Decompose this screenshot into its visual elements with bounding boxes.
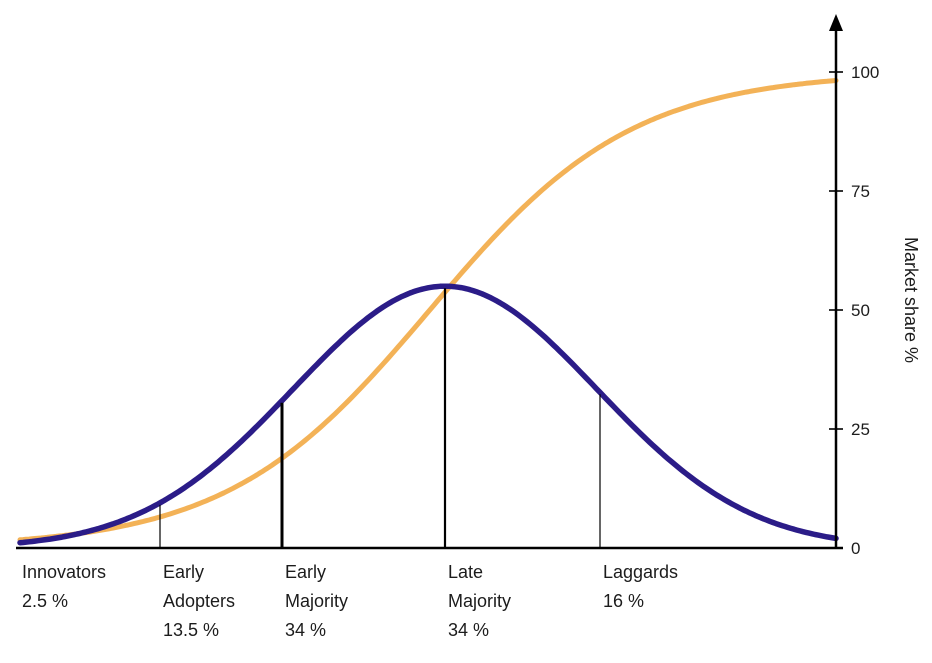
- segment-name-line: Majority: [285, 591, 349, 611]
- segment-name-line: Majority: [448, 591, 512, 611]
- y-tick-label: 25: [851, 420, 870, 439]
- segment-share: 13.5 %: [163, 620, 220, 640]
- segment-label-innovators: Innovators 2.5 %: [22, 558, 106, 616]
- y-axis-arrow-icon: [829, 14, 843, 31]
- segment-label-laggards: Laggards 16 %: [603, 558, 678, 616]
- segment-share: 16 %: [603, 591, 645, 611]
- y-tick-label: 100: [851, 63, 879, 82]
- segment-name-line: Early: [285, 562, 327, 582]
- segment-name-line: Laggards: [603, 562, 679, 582]
- segment-label-late-majority: Late Majority 34 %: [448, 558, 511, 645]
- s-curve-cumulative-market-share: [17, 78, 839, 543]
- segment-name-line: Late: [448, 562, 484, 582]
- segment-share: 2.5 %: [22, 591, 69, 611]
- y-tick-label: 50: [851, 301, 870, 320]
- y-tick-label: 75: [851, 182, 870, 201]
- segment-name-line: Adopters: [163, 591, 236, 611]
- segment-name-line: Early: [163, 562, 205, 582]
- segment-name-line: Innovators: [22, 562, 107, 582]
- segment-share: 34 %: [285, 620, 327, 640]
- y-tick-label: 0: [851, 539, 860, 558]
- y-axis-title: Market share %: [901, 237, 921, 363]
- segment-label-early-majority: Early Majority 34 %: [285, 558, 348, 645]
- segment-label-early-adopters: Early Adopters 13.5 %: [163, 558, 235, 645]
- bell-curve-adopter-distribution: [17, 283, 839, 546]
- segment-share: 34 %: [448, 620, 490, 640]
